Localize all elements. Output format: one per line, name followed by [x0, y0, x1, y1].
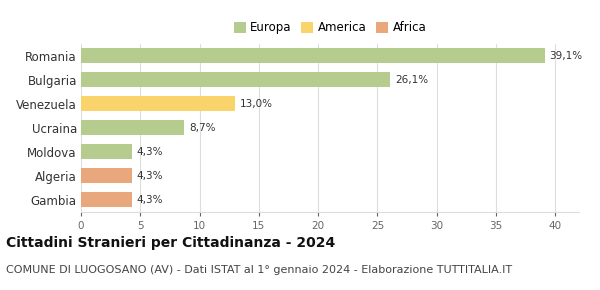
Text: Cittadini Stranieri per Cittadinanza - 2024: Cittadini Stranieri per Cittadinanza - 2… [6, 236, 335, 250]
Bar [81, 48, 545, 63]
Bar [81, 193, 132, 207]
Text: 39,1%: 39,1% [550, 50, 583, 61]
Text: COMUNE DI LUOGOSANO (AV) - Dati ISTAT al 1° gennaio 2024 - Elaborazione TUTTITAL: COMUNE DI LUOGOSANO (AV) - Dati ISTAT al… [6, 265, 512, 275]
Bar [81, 144, 132, 159]
Text: 4,3%: 4,3% [137, 171, 163, 181]
Bar [81, 96, 235, 111]
Bar [81, 168, 132, 183]
Text: 4,3%: 4,3% [137, 147, 163, 157]
Text: 13,0%: 13,0% [240, 99, 273, 108]
Bar [81, 72, 391, 87]
Legend: Europa, America, Africa: Europa, America, Africa [232, 19, 428, 37]
Text: 26,1%: 26,1% [395, 75, 428, 85]
Text: 4,3%: 4,3% [137, 195, 163, 205]
Bar [81, 120, 184, 135]
Text: 8,7%: 8,7% [189, 123, 215, 133]
